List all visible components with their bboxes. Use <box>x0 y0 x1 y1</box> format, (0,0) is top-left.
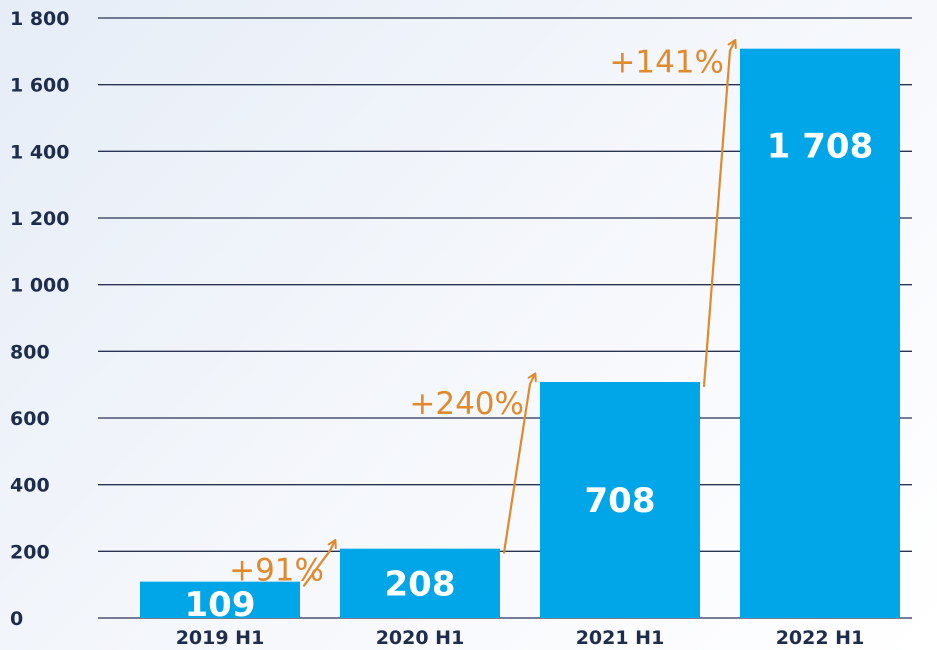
x-category-label: 2020 H1 <box>376 627 465 649</box>
y-tick-label: 400 <box>10 475 50 497</box>
bar <box>340 548 500 618</box>
bar <box>740 48 900 618</box>
y-tick-label: 200 <box>10 541 50 563</box>
y-tick-label: 1 000 <box>10 275 70 297</box>
bar-value-label: 708 <box>585 481 656 521</box>
bar <box>540 382 700 618</box>
y-tick-label: 1 600 <box>10 75 70 97</box>
growth-arrow <box>502 372 537 554</box>
x-category-label: 2022 H1 <box>776 627 865 649</box>
bar-value-label: 109 <box>185 585 256 625</box>
y-tick-label: 1 200 <box>10 208 70 230</box>
growth-label: +91% <box>229 553 324 589</box>
growth-arrow <box>702 38 737 388</box>
x-category-label: 2019 H1 <box>176 627 265 649</box>
growth-label: +240% <box>409 386 524 422</box>
growth-label: +141% <box>609 45 724 81</box>
grid-layer <box>98 17 912 619</box>
label-layer: 0 200 400 600 800 1 000 1 200 1 400 1 600 1 800 10… <box>10 8 873 649</box>
bar-layer <box>140 48 900 618</box>
bar <box>140 581 300 618</box>
bar-value-label: 1 708 <box>767 126 873 166</box>
y-tick-label: 800 <box>10 341 50 363</box>
bar-value-label: 208 <box>385 564 456 604</box>
y-tick-label: 1 800 <box>10 8 70 30</box>
x-category-label: 2021 H1 <box>576 627 665 649</box>
growth-layer <box>302 38 737 587</box>
y-tick-label: 0 <box>10 608 23 630</box>
growth-arrow <box>302 538 337 587</box>
y-tick-label: 600 <box>10 408 50 430</box>
y-tick-label: 1 400 <box>10 141 70 163</box>
